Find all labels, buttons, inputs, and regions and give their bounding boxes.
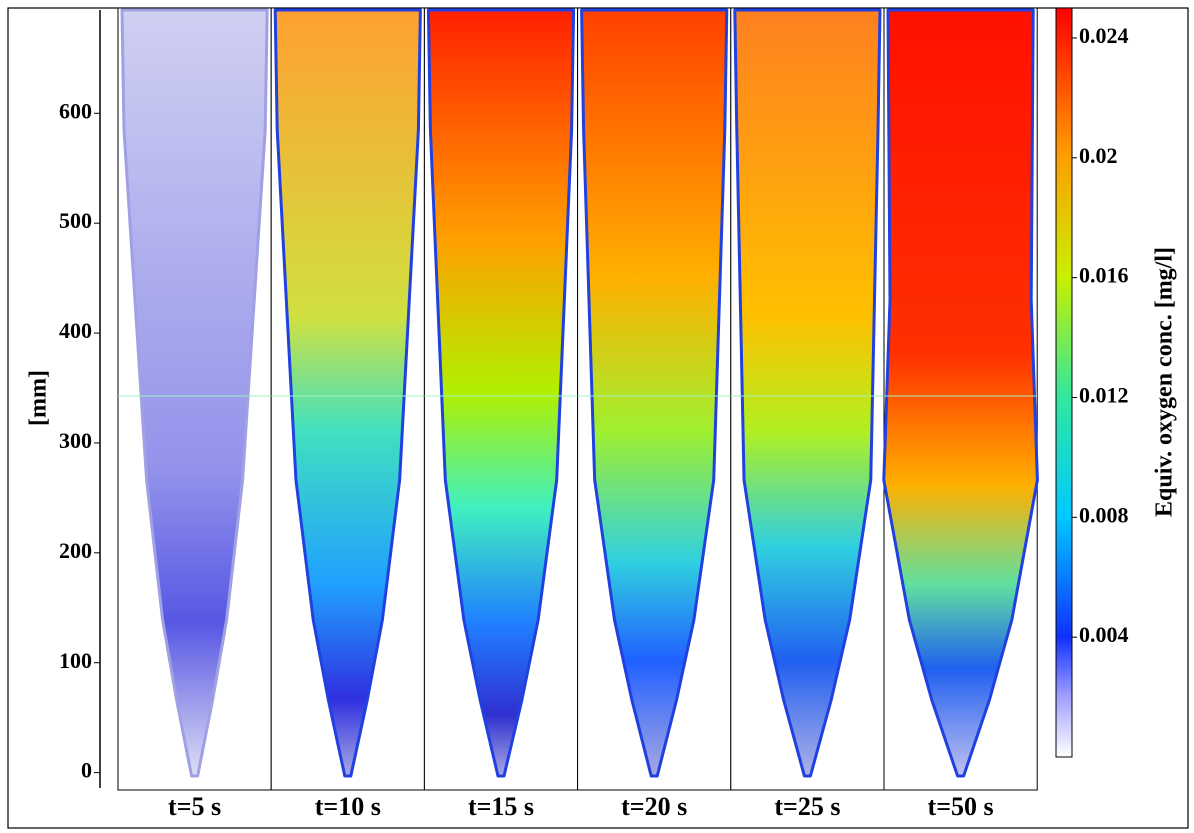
colorbar-tick-label: 0.004 — [1079, 622, 1129, 647]
panel-label: t=5 s — [168, 792, 221, 821]
colorbar-tick-label: 0.008 — [1079, 502, 1129, 527]
plume-image — [273, 8, 422, 778]
colorbar-tick-label: 0.012 — [1079, 383, 1129, 408]
plume-image — [882, 8, 1039, 778]
y-tick-label: 300 — [59, 428, 92, 453]
y-tick-label: 500 — [59, 208, 92, 233]
y-tick-label: 600 — [59, 98, 92, 123]
panel-label: t=20 s — [621, 792, 687, 821]
y-axis-label: [mm] — [26, 370, 52, 426]
panel-label: t=15 s — [468, 792, 534, 821]
panel-label: t=10 s — [315, 792, 381, 821]
panel-label: t=50 s — [928, 792, 994, 821]
colorbar-label: Equiv. oxygen conc. [mg/l] — [1152, 247, 1178, 517]
y-tick-label: 400 — [59, 318, 92, 343]
panel-label: t=25 s — [774, 792, 840, 821]
colorbar-tick-label: 0.016 — [1079, 263, 1129, 288]
plume-image — [733, 8, 882, 778]
y-tick-label: 0 — [81, 758, 92, 783]
plume-image — [426, 8, 576, 778]
colorbar — [1055, 7, 1073, 758]
y-tick-label: 200 — [59, 538, 92, 563]
plume-image — [120, 8, 269, 778]
colorbar-tick-label: 0.024 — [1079, 23, 1129, 48]
y-tick-label: 100 — [59, 648, 92, 673]
colorbar-tick-label: 0.02 — [1079, 143, 1118, 168]
plume-image — [580, 8, 729, 778]
